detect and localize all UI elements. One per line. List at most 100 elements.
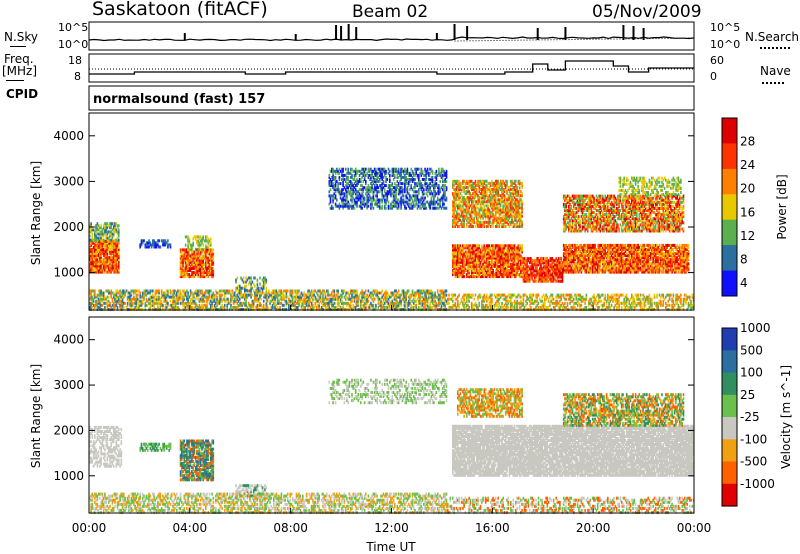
data-cell xyxy=(259,282,261,286)
data-cell xyxy=(179,254,182,258)
data-cell xyxy=(521,244,523,248)
data-cell xyxy=(96,270,99,274)
data-cell xyxy=(95,264,97,268)
data-cell xyxy=(89,268,91,272)
data-cell xyxy=(192,266,194,270)
data-cell xyxy=(385,184,387,188)
data-cell xyxy=(111,252,114,256)
data-cell xyxy=(105,224,107,228)
data-cell xyxy=(179,264,182,268)
data-cell xyxy=(94,243,96,247)
data-cell xyxy=(112,268,115,272)
data-cell xyxy=(112,222,115,226)
data-cell xyxy=(97,260,100,264)
data-cell xyxy=(145,243,148,247)
data-cell xyxy=(100,226,102,230)
data-cell xyxy=(114,238,116,242)
data-cell xyxy=(110,260,112,264)
data-cell xyxy=(202,235,204,239)
data-cell xyxy=(99,250,101,253)
data-cell xyxy=(443,202,445,206)
data-cell xyxy=(472,225,474,228)
data-cell xyxy=(115,260,118,264)
data-cell xyxy=(90,254,92,258)
data-cell xyxy=(101,248,104,251)
data-cell xyxy=(192,273,194,277)
data-cell xyxy=(114,226,116,230)
data-cell xyxy=(109,258,111,262)
data-cell xyxy=(90,228,92,232)
data-cell xyxy=(188,269,191,272)
data-cell xyxy=(115,264,118,268)
data-cell xyxy=(115,241,118,245)
data-cell xyxy=(181,258,183,262)
data-cell xyxy=(421,169,424,173)
data-cell xyxy=(256,278,259,282)
data-cell xyxy=(102,248,105,251)
data-cell xyxy=(410,184,412,188)
data-cell xyxy=(110,243,112,247)
data-cell xyxy=(118,232,120,236)
data-cell xyxy=(99,266,101,270)
data-cell xyxy=(114,260,116,264)
data-cell xyxy=(100,256,102,260)
data-cell xyxy=(115,230,118,234)
data-cell xyxy=(99,230,101,234)
data-cell xyxy=(153,241,155,245)
data-cell xyxy=(353,206,356,210)
data-cell xyxy=(97,238,100,242)
data-cell xyxy=(99,264,101,268)
data-cell xyxy=(141,239,144,243)
data-cell xyxy=(152,241,154,245)
data-cell xyxy=(183,250,186,254)
data-cell xyxy=(189,256,192,260)
data-cell xyxy=(104,256,106,260)
data-cell xyxy=(212,252,215,256)
data-cell xyxy=(445,169,448,173)
data-cell xyxy=(118,238,120,242)
data-cell xyxy=(112,241,115,245)
data-cell xyxy=(148,245,150,249)
data-cell xyxy=(118,248,120,251)
data-cell xyxy=(104,232,106,236)
data-cell xyxy=(147,241,149,245)
data-cell xyxy=(179,266,182,270)
data-cell xyxy=(92,228,95,232)
data-cell xyxy=(99,239,101,243)
data-cell xyxy=(139,243,141,247)
data-cell xyxy=(643,243,646,247)
data-cell xyxy=(91,268,94,272)
data-cell xyxy=(96,268,99,272)
data-cell xyxy=(381,204,383,208)
data-cell xyxy=(179,260,182,264)
data-cell xyxy=(445,196,448,200)
data-cell xyxy=(110,241,112,245)
data-cell xyxy=(179,275,182,279)
data-cell xyxy=(102,228,105,232)
data-cell xyxy=(105,234,107,238)
data-cell xyxy=(265,286,268,290)
data-cell xyxy=(111,228,114,232)
data-cell xyxy=(102,252,105,256)
data-cell xyxy=(150,243,153,247)
data-cell xyxy=(109,243,111,247)
data-cell xyxy=(94,241,96,245)
data-cell xyxy=(105,230,107,234)
data-cell xyxy=(100,241,102,245)
data-cell xyxy=(102,241,105,245)
data-cell xyxy=(182,264,184,268)
data-cell xyxy=(115,238,118,242)
nave-label: Nave xyxy=(760,64,791,78)
data-cell xyxy=(184,252,187,256)
data-cell xyxy=(90,241,92,245)
data-cell xyxy=(111,256,114,260)
data-cell xyxy=(191,262,193,266)
data-cell xyxy=(116,241,119,245)
data-cell xyxy=(112,245,115,249)
data-cell xyxy=(118,245,120,249)
data-cell xyxy=(90,230,92,234)
data-cell xyxy=(105,228,107,232)
cpid-panel-frame xyxy=(88,85,695,111)
data-cell xyxy=(97,252,100,256)
data-cell xyxy=(99,258,101,262)
